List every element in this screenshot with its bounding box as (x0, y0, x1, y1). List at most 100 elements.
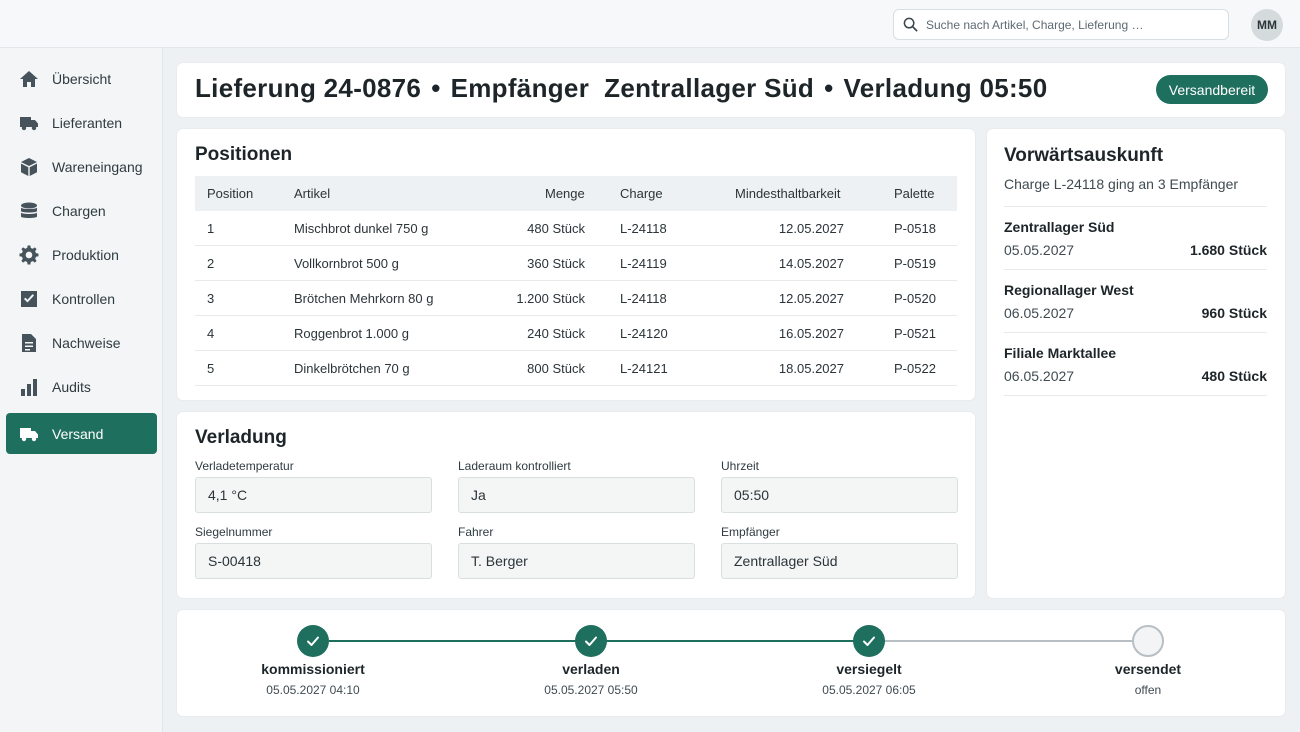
table-cell: 240 Stück (527, 326, 585, 341)
table-cell: Vollkornbrot 500 g (294, 256, 399, 271)
recipient: Empfänger Zentrallager Süd (450, 73, 815, 103)
table-cell: Roggenbrot 1.000 g (294, 326, 409, 341)
sidebar-item-produktion[interactable]: Produktion (6, 234, 157, 275)
recipient-date: 05.05.2027 (1004, 242, 1075, 258)
step-date: 05.05.2027 06:05 (822, 683, 916, 697)
table-cell: P-0522 (894, 361, 936, 376)
table-cell: 1.200 Stück (516, 291, 585, 306)
step-pending-icon (1132, 625, 1164, 657)
table-cell: L-24119 (620, 256, 667, 271)
delivery-id: Lieferung 24-0876 (195, 73, 422, 103)
recipient-name: Zentrallager Süd (1004, 219, 1115, 235)
field-label: Uhrzeit (721, 459, 760, 473)
sidebar-item-label: Chargen (52, 202, 106, 219)
table-cell: 18.05.2027 (778, 361, 844, 376)
table-header: Position Artikel Menge Charge Mindesthal… (195, 176, 957, 211)
table-row[interactable]: 2 Vollkornbrot 500 g 360 Stück L-24119 14.05… (195, 246, 957, 281)
sidebar-item-versand[interactable]: Versand (6, 413, 157, 454)
table-cell: 3 (207, 291, 215, 306)
sidebar-item-label: Versand (52, 425, 104, 442)
delivery-header: Lieferung 24-0876 • Empfänger Zentrallager… (177, 63, 1285, 117)
sidebar-item-kontrollen[interactable]: Kontrollen (6, 278, 157, 319)
table-cell: L-24118 (620, 291, 667, 306)
recipient-quantity: 480 Stück (1201, 368, 1267, 384)
column-header[interactable]: Palette (894, 186, 935, 201)
sidebar-item-audits[interactable]: Audits (6, 366, 157, 407)
column-header[interactable]: Position (207, 186, 254, 201)
sidebar-item-uebersicht[interactable]: Übersicht (6, 58, 157, 99)
recipient-field[interactable]: Zentrallager Süd (721, 543, 958, 579)
forward-subtitle: Charge L-24118 ging an 3 Empfänger (1004, 176, 1239, 192)
table-cell: 1 (207, 221, 215, 236)
positions-table: Position Artikel Menge Charge Mindesthal… (195, 176, 957, 386)
bar-chart-icon (18, 376, 40, 398)
sidebar-item-nachweise[interactable]: Nachweise (6, 322, 157, 363)
timeline-pending-line (885, 640, 1147, 642)
avatar[interactable]: MM (1251, 9, 1283, 41)
table-cell: P-0520 (894, 291, 936, 306)
time-field[interactable]: 05:50 (721, 477, 958, 513)
search-input[interactable]: Suche nach Artikel, Charge, Lieferung … (893, 9, 1229, 40)
list-item[interactable]: Zentrallager Süd 05.05.2027 1.680 Stück (1004, 206, 1267, 269)
seal-number-field[interactable]: S-00418 (195, 543, 432, 579)
column-header[interactable]: Mindesthaltbarkeit (735, 186, 841, 201)
home-icon (18, 68, 40, 90)
temperature-field[interactable]: 4,1 °C (195, 477, 432, 513)
driver-field[interactable]: T. Berger (458, 543, 695, 579)
search-icon (903, 17, 918, 32)
column-header[interactable]: Artikel (294, 186, 331, 201)
table-cell: 5 (207, 361, 215, 376)
page-title: Lieferung 24-0876 • Empfänger Zentrallager… (195, 73, 1047, 104)
recipient-date: 06.05.2027 (1004, 368, 1075, 384)
recipient-name: Filiale Marktallee (1004, 345, 1117, 361)
timeline-progress-line (329, 640, 885, 642)
field-label: Siegelnummer (195, 525, 273, 539)
recipient-name: Regionallager West (1004, 282, 1134, 298)
field-label: Fahrer (458, 525, 494, 539)
table-row[interactable]: 1 Mischbrot dunkel 750 g 480 Stück L-24118 1… (195, 211, 957, 246)
truck-icon (18, 112, 40, 134)
gear-icon (18, 244, 40, 266)
sidebar-item-chargen[interactable]: Chargen (6, 190, 157, 231)
table-cell: 16.05.2027 (778, 326, 844, 341)
list-item[interactable]: Filiale Marktallee 06.05.2027 480 Stück (1004, 332, 1267, 395)
step-label: versendet (1114, 661, 1182, 677)
list-item[interactable]: Regionallager West 06.05.2027 960 Stück (1004, 269, 1267, 332)
step-done-icon (853, 625, 885, 657)
table-cell: 360 Stück (527, 256, 585, 271)
table-cell: Brötchen Mehrkorn 80 g (294, 291, 434, 306)
status-badge: Versandbereit (1156, 75, 1268, 104)
step-label: verladen (562, 661, 620, 677)
table-row[interactable]: 4 Roggenbrot 1.000 g 240 Stück L-24120 16.05… (195, 316, 957, 351)
shipping-timeline: kommissioniert 05.05.2027 04:10 verladen… (177, 610, 1285, 716)
cargo-checked-field[interactable]: Ja (458, 477, 695, 513)
sidebar-item-label: Kontrollen (52, 290, 116, 307)
title-separator: • (431, 73, 441, 103)
step-date: 05.05.2027 04:10 (266, 683, 360, 697)
step-label: kommissioniert (261, 661, 365, 677)
truck-icon (18, 423, 40, 445)
checkbox-icon (18, 288, 40, 310)
table-cell: Mischbrot dunkel 750 g (294, 221, 429, 236)
table-row[interactable]: 3 Brötchen Mehrkorn 80 g 1.200 Stück L-2411… (195, 281, 957, 316)
step-done-icon (575, 625, 607, 657)
forward-trace-card: Vorwärtsauskunft Charge L-24118 ging an … (987, 129, 1285, 598)
loading-card: Verladung Verladetemperatur 4,1 °C Lader… (177, 412, 975, 598)
sidebar-item-label: Wareneingang (52, 158, 143, 175)
table-cell: 4 (207, 326, 215, 341)
column-header[interactable]: Menge (545, 186, 585, 201)
table-row[interactable]: 5 Dinkelbrötchen 70 g 800 Stück L-24121 18.0… (195, 351, 957, 386)
table-cell: 12.05.2027 (778, 291, 844, 306)
sidebar-item-label: Übersicht (52, 70, 112, 87)
sidebar-item-label: Lieferanten (52, 114, 123, 131)
column-header[interactable]: Charge (620, 186, 663, 201)
sidebar-item-label: Audits (52, 378, 91, 395)
sidebar-item-label: Nachweise (52, 334, 121, 351)
field-label: Empfänger (721, 525, 780, 539)
sidebar-item-lieferanten[interactable]: Lieferanten (6, 102, 157, 143)
recipient-date: 06.05.2027 (1004, 305, 1075, 321)
divider (1004, 395, 1267, 396)
table-cell: 800 Stück (527, 361, 585, 376)
recipient-quantity: 960 Stück (1201, 305, 1267, 321)
sidebar-item-wareneingang[interactable]: Wareneingang (6, 146, 157, 187)
